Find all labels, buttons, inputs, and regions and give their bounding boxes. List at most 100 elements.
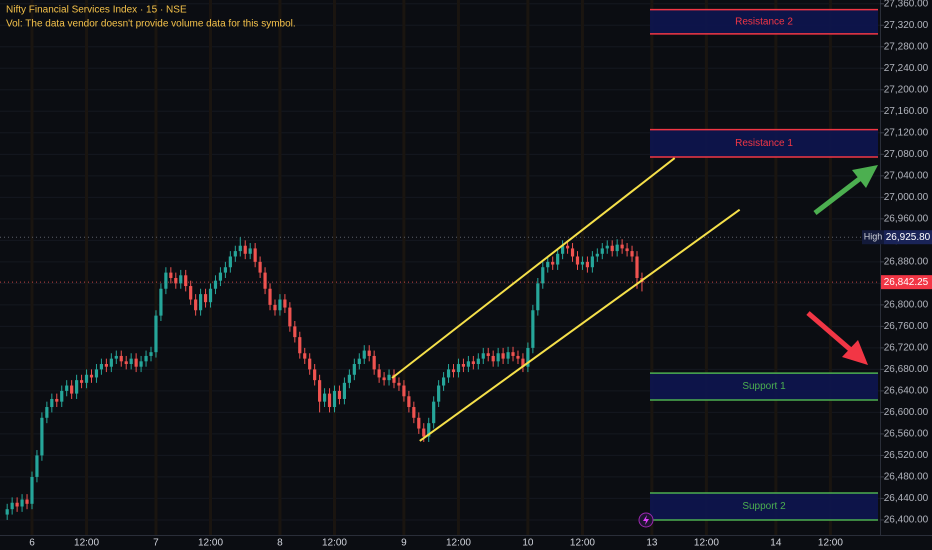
last-price-badge: [881, 275, 932, 290]
candle-body: [526, 347, 530, 367]
y-tick-label: 26,960.00: [884, 213, 929, 224]
candle-body: [94, 369, 99, 378]
candle-body: [605, 245, 609, 249]
y-tick-label: 27,160.00: [884, 106, 929, 117]
candle-body: [372, 355, 376, 370]
candle-body: [466, 361, 470, 367]
candle-body: [456, 364, 461, 373]
high-price-label: 26,925.80: [886, 232, 931, 243]
candle-body: [486, 353, 490, 356]
y-tick-label: 27,080.00: [884, 149, 929, 160]
candle-body: [50, 398, 54, 408]
candle-body: [5, 509, 9, 515]
candle-body: [203, 294, 208, 303]
candle-body: [154, 315, 158, 353]
x-tick-label: 12:00: [198, 538, 223, 549]
candle-body: [70, 385, 74, 394]
candle-body: [476, 358, 480, 365]
zone-label: Support 1: [742, 381, 786, 392]
candle-body: [30, 476, 34, 504]
candle-body: [129, 358, 133, 365]
y-tick-label: 26,440.00: [884, 493, 929, 504]
candle-body: [551, 261, 555, 265]
candle-body: [342, 382, 347, 399]
y-tick-label: 26,600.00: [884, 407, 929, 418]
y-tick-label: 26,880.00: [884, 256, 929, 267]
y-tick-label: 27,200.00: [884, 84, 929, 95]
candle-body: [109, 358, 113, 367]
plot: Resistance 2 Resistance 1 Support 1 Support…: [0, 0, 880, 535]
candle-body: [367, 350, 371, 356]
channel-line: [419, 208, 741, 442]
candle-body: [327, 393, 332, 408]
candle-body: [461, 364, 466, 367]
x-tick-label: 12:00: [818, 538, 843, 549]
candle-body: [620, 244, 624, 249]
candle-body: [630, 251, 634, 257]
candle-body: [25, 499, 29, 504]
candle-body: [496, 353, 500, 362]
zone-label: Support 2: [742, 501, 786, 512]
up-arrow: [813, 165, 878, 215]
x-tick-label: 14: [770, 538, 782, 549]
alert-icon[interactable]: [638, 512, 654, 528]
candle-body: [124, 361, 128, 365]
x-tick-label: 6: [29, 538, 35, 549]
candle-body: [169, 272, 173, 278]
candle-body: [357, 358, 361, 365]
candle-body: [561, 245, 565, 254]
candle-body: [585, 261, 590, 268]
candle-body: [308, 358, 312, 370]
chart-title: Nifty Financial Services Index · 15 · NS…: [6, 5, 187, 16]
candle-body: [352, 364, 356, 375]
candle-body: [268, 288, 272, 305]
high-badge-name: High: [864, 232, 883, 242]
candle-body: [84, 374, 89, 383]
candle-body: [283, 299, 287, 308]
candle-body: [134, 358, 138, 367]
candle-body: [89, 374, 94, 378]
candle-body: [318, 380, 322, 402]
y-tick-label: 27,280.00: [884, 41, 929, 52]
zone: [650, 9, 878, 34]
candle-body: [139, 361, 143, 367]
candle-body: [610, 245, 614, 252]
candle-body: [75, 380, 79, 394]
zone: [650, 129, 878, 158]
candle-body: [575, 256, 580, 265]
candle-body: [228, 256, 232, 268]
zone: [650, 493, 878, 520]
candle-body: [149, 352, 153, 356]
y-tick-label: 27,240.00: [884, 63, 929, 74]
candle-body: [506, 352, 510, 359]
candle-body: [233, 251, 237, 257]
candle-body: [45, 407, 49, 418]
candle-body: [521, 358, 525, 367]
y-tick-label: 26,760.00: [884, 321, 929, 332]
candle-body: [387, 374, 391, 381]
y-tick-label: 27,000.00: [884, 192, 929, 203]
y-tick-label: 26,560.00: [884, 429, 929, 440]
candle-body: [298, 337, 302, 354]
zone: [650, 373, 878, 401]
candle-body: [40, 417, 44, 456]
candle-body: [322, 393, 327, 402]
x-tick-label: 7: [153, 538, 159, 549]
candle-body: [531, 310, 535, 348]
candle-body: [417, 417, 421, 429]
candle-body: [35, 455, 39, 477]
y-tick-label: 26,640.00: [884, 386, 929, 397]
candle-body: [213, 280, 218, 289]
candle-body: [471, 361, 475, 365]
candle-body: [159, 288, 163, 316]
candle-body: [184, 275, 188, 287]
candle-body: [20, 499, 24, 507]
candle-body: [114, 355, 118, 359]
candle-body: [313, 369, 317, 381]
x-tick-label: 12:00: [322, 538, 347, 549]
candle-body: [263, 272, 267, 289]
candle-body: [446, 369, 451, 378]
candle-body: [303, 353, 307, 359]
